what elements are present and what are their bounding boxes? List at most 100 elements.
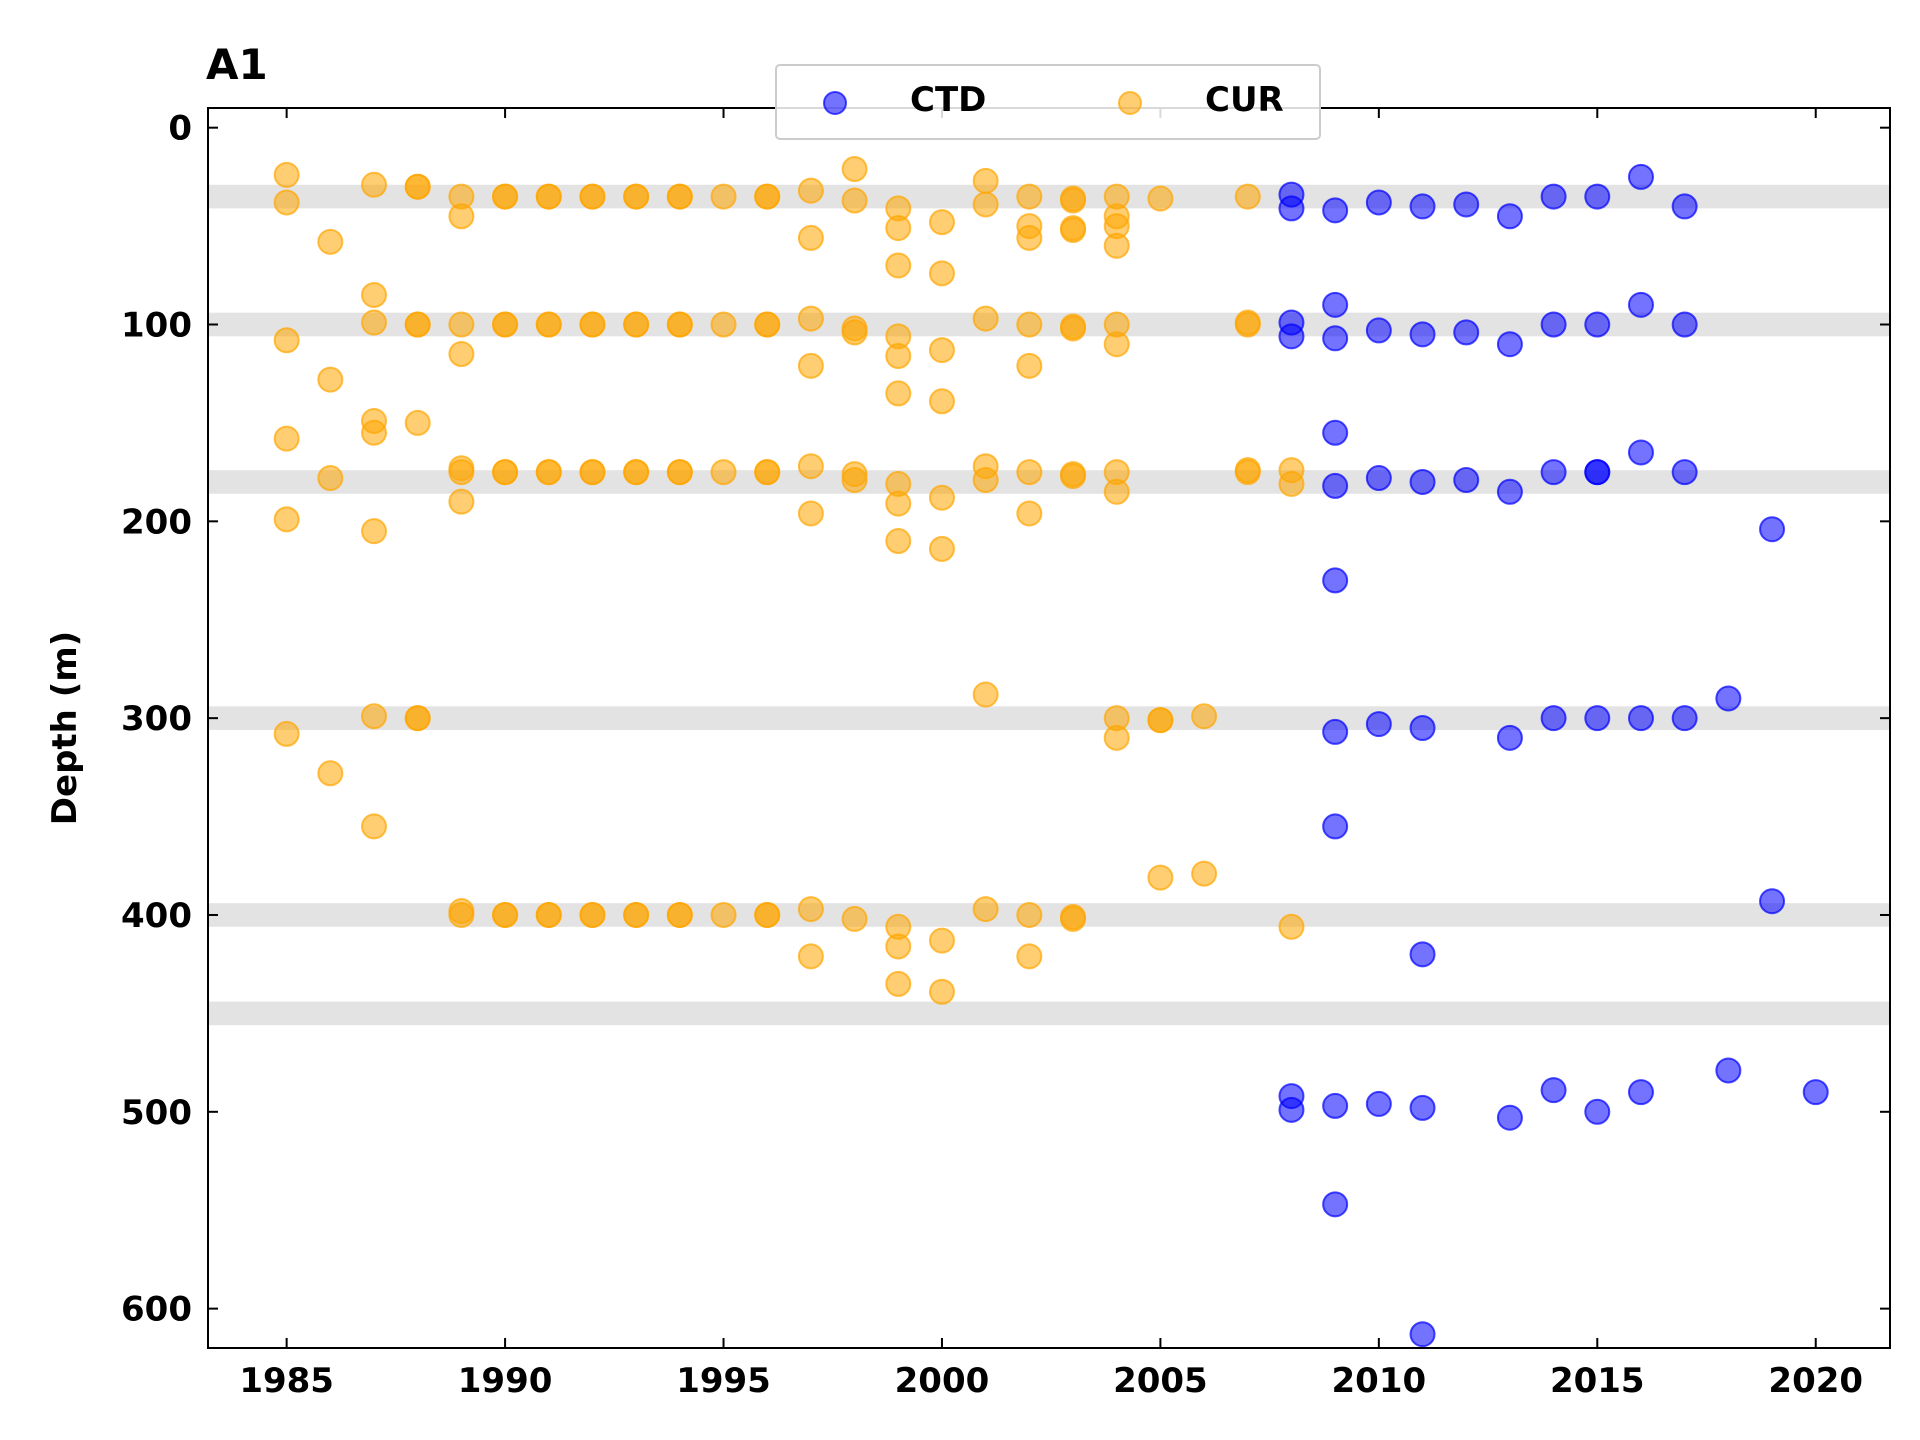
depth-band-450 [208, 1001, 1890, 1026]
ctd-point [1322, 1191, 1349, 1218]
cur-point [1278, 913, 1305, 940]
ctd-point [1365, 317, 1392, 344]
ctd-point [1584, 183, 1611, 210]
cur-point [273, 327, 300, 354]
cur-point [361, 419, 388, 446]
cur-point [885, 490, 912, 517]
ctd-point [1715, 685, 1742, 712]
x-tick-label: 2000 [895, 1361, 990, 1401]
cur-point [928, 209, 955, 236]
cur-point [492, 901, 519, 928]
cur-point [972, 191, 999, 218]
ctd-point [1365, 1090, 1392, 1117]
y-axis-label: Depth (m) [45, 631, 85, 825]
ctd-point [1496, 203, 1523, 230]
cur-point [1147, 185, 1174, 212]
cur-point [797, 305, 824, 332]
cur-point [1016, 943, 1043, 970]
cur-point [273, 720, 300, 747]
cur-point [448, 203, 475, 230]
cur-point [1016, 352, 1043, 379]
ctd-point [1715, 1057, 1742, 1084]
cur-point [666, 459, 693, 486]
cur-point [535, 183, 562, 210]
cur-point [797, 224, 824, 251]
ctd-point [1322, 325, 1349, 352]
ctd-point [1627, 705, 1654, 732]
cur-point [666, 311, 693, 338]
cur-point [928, 927, 955, 954]
ctd-point [1278, 323, 1305, 350]
cur-point [623, 459, 650, 486]
ctd-point [1409, 715, 1436, 741]
cur-point [623, 311, 650, 338]
cur-point [972, 896, 999, 923]
ctd-point [1409, 1321, 1436, 1348]
ctd-point [1409, 941, 1436, 968]
cur-point [928, 388, 955, 415]
cur-point [1234, 459, 1261, 486]
ctd-point [1453, 191, 1480, 218]
ctd-point [1322, 1092, 1349, 1119]
ctd-point [1496, 331, 1523, 358]
cur-point [1234, 311, 1261, 338]
cur-point [1060, 187, 1087, 214]
cur-point [404, 311, 431, 338]
cur-point [579, 311, 606, 338]
cur-point [1103, 331, 1130, 358]
cur-point [361, 309, 388, 336]
ctd-point [1584, 1098, 1611, 1125]
cur-point [1234, 183, 1261, 210]
y-tick-label: 500 [121, 1093, 192, 1133]
cur-point [666, 183, 693, 210]
cur-point [754, 459, 781, 486]
cur-point [361, 703, 388, 730]
y-tick-label: 0 [168, 109, 192, 149]
ctd-point [1409, 193, 1436, 220]
cur-point [1016, 500, 1043, 527]
ctd-point [1365, 189, 1392, 216]
cur-point [361, 813, 388, 840]
cur-point [1103, 724, 1130, 751]
legend-frame [775, 64, 1321, 140]
cur-point [448, 341, 475, 368]
cur-point [361, 518, 388, 545]
cur-point [317, 366, 344, 393]
cur-point [972, 305, 999, 332]
cur-point [404, 705, 431, 732]
cur-point [841, 467, 868, 493]
x-tick-label: 2020 [1768, 1361, 1863, 1401]
cur-point [1016, 224, 1043, 251]
cur-point [885, 380, 912, 407]
legend-cur-label: CUR [1205, 80, 1284, 120]
cur-point [448, 311, 475, 338]
cur-point [273, 506, 300, 533]
ctd-point [1322, 419, 1349, 446]
cur-point [273, 189, 300, 216]
cur-point [492, 183, 519, 210]
ctd-point [1453, 467, 1480, 493]
cur-point [928, 978, 955, 1005]
cur-point [841, 187, 868, 214]
y-tick-label: 400 [121, 896, 192, 936]
x-tick-label: 1985 [239, 1361, 334, 1401]
cur-point [841, 905, 868, 932]
cur-point [885, 252, 912, 279]
ctd-point [1802, 1079, 1829, 1106]
cur-point [972, 467, 999, 493]
cur-point [448, 459, 475, 486]
ctd-point [1453, 319, 1480, 346]
y-tick-label: 100 [121, 306, 192, 346]
cur-point [535, 311, 562, 338]
cur-point [1191, 703, 1218, 730]
cur-point [797, 896, 824, 923]
cur-point [448, 901, 475, 928]
ctd-point [1540, 183, 1567, 210]
cur-point [797, 352, 824, 379]
cur-point [273, 161, 300, 188]
cur-point [448, 488, 475, 515]
ctd-point [1627, 163, 1654, 190]
cur-point [623, 901, 650, 928]
cur-point [797, 500, 824, 527]
ctd-point [1278, 195, 1305, 222]
